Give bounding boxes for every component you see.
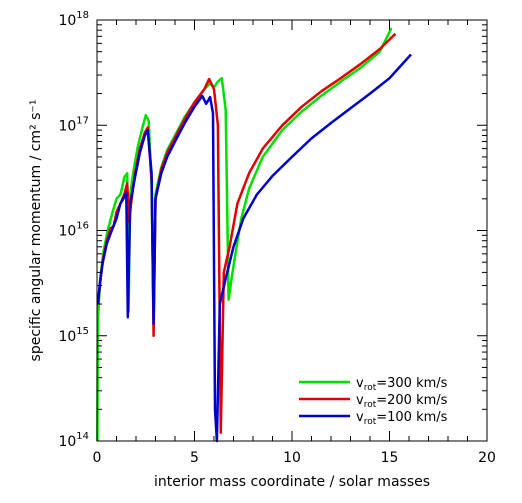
y-axis-title: specific angular momentum / cm² s⁻¹: [28, 100, 44, 362]
x-tick-label: 10: [283, 450, 301, 466]
legend-label: vrot=200 km/s: [356, 393, 448, 410]
y-tick-label: 1014: [58, 431, 89, 450]
y-tick-label: 1017: [58, 115, 89, 134]
x-tick-label: 5: [190, 450, 199, 466]
x-axis-title: interior mass coordinate / solar masses: [154, 474, 430, 490]
axes: [96, 19, 488, 442]
x-tick-label: 0: [93, 450, 102, 466]
plot-area: [96, 27, 412, 443]
y-tick-label: 1016: [58, 221, 89, 240]
y-tick-label: 1015: [58, 326, 89, 345]
series-line-3: [96, 53, 412, 443]
x-tick-label: 20: [478, 450, 496, 466]
y-tick-label: 1018: [58, 10, 89, 29]
legend-label: vrot=100 km/s: [356, 410, 448, 427]
legend-label: vrot=300 km/s: [356, 376, 448, 393]
series-line-2: [96, 32, 397, 434]
x-tick-label: 15: [381, 450, 399, 466]
series-line-1: [96, 27, 393, 442]
